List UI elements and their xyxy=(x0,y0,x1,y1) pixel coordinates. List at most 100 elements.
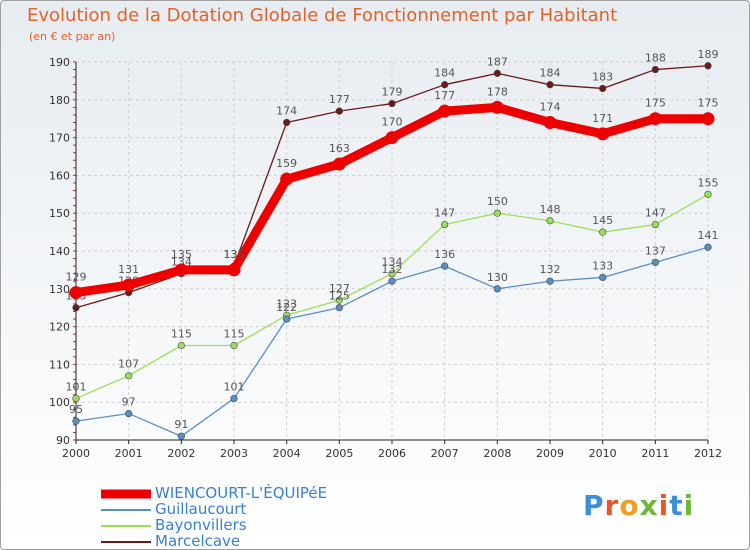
data-label: 97 xyxy=(122,396,136,409)
data-label: 177 xyxy=(434,89,455,102)
data-point xyxy=(701,112,715,126)
legend-swatch xyxy=(101,509,151,511)
x-tick-label: 2006 xyxy=(378,447,406,460)
data-point xyxy=(651,258,659,266)
data-label: 137 xyxy=(645,244,666,257)
data-point xyxy=(230,394,238,403)
data-label: 141 xyxy=(698,229,719,242)
chart-subtitle: (en € et par an) xyxy=(29,30,116,43)
legend-item: Marcelcave xyxy=(101,532,421,550)
data-point xyxy=(174,263,188,277)
data-label: 91 xyxy=(174,418,188,431)
data-point xyxy=(493,285,501,293)
data-point xyxy=(230,341,238,350)
data-label: 135 xyxy=(224,248,245,261)
data-point xyxy=(388,277,396,285)
data-label: 183 xyxy=(592,70,613,83)
y-tick-label: 180 xyxy=(49,94,70,107)
data-point xyxy=(125,409,133,418)
y-tick-label: 130 xyxy=(49,283,70,296)
data-label: 145 xyxy=(592,214,613,227)
legend-item: WIENCOURT-L'ÉQUIPéE xyxy=(101,484,421,503)
data-label: 134 xyxy=(382,256,403,269)
data-point xyxy=(704,62,712,70)
data-label: 125 xyxy=(329,290,350,303)
legend-label: Guillaucourt xyxy=(155,500,247,518)
legend-swatch xyxy=(101,541,151,543)
x-tick-label: 2004 xyxy=(273,447,301,460)
y-tick-label: 100 xyxy=(49,396,70,409)
data-point xyxy=(490,100,504,114)
data-point xyxy=(122,278,136,292)
logo-letter: i xyxy=(683,489,695,522)
series-bayonvillers: 101 107 115 115 123 127 134 147 150 148 145 147 155 xyxy=(66,176,719,403)
data-label: 170 xyxy=(382,116,403,129)
data-point xyxy=(546,217,554,225)
legend-label: Marcelcave xyxy=(155,532,241,550)
data-label: 101 xyxy=(66,380,87,393)
data-point xyxy=(332,157,346,171)
y-tick-label: 170 xyxy=(49,132,70,145)
data-label: 107 xyxy=(118,358,139,371)
y-tick-label: 90 xyxy=(56,434,70,447)
data-label: 115 xyxy=(171,328,192,341)
series-guillaucourt: 95 97 91 101 122 125 132 136 130 132 133 137 141 xyxy=(69,229,719,440)
data-point xyxy=(72,394,80,403)
data-label: 101 xyxy=(224,380,245,393)
y-tick-label: 160 xyxy=(49,169,70,182)
data-label: 136 xyxy=(434,248,455,261)
x-tick-label: 2012 xyxy=(694,447,722,460)
data-label: 131 xyxy=(118,263,139,276)
data-point xyxy=(283,118,291,127)
data-point xyxy=(441,220,449,229)
data-point xyxy=(125,372,133,380)
legend-label: Bayonvillers xyxy=(155,516,247,534)
data-label: 188 xyxy=(645,52,666,65)
data-point xyxy=(599,273,607,282)
data-label: 175 xyxy=(698,97,719,110)
data-label: 95 xyxy=(69,403,83,416)
data-label: 184 xyxy=(434,67,455,80)
x-tick-label: 2003 xyxy=(220,447,248,460)
data-point xyxy=(704,190,712,198)
data-label: 123 xyxy=(276,297,297,310)
logo-letter: o xyxy=(619,489,640,522)
data-label: 147 xyxy=(434,207,455,220)
x-tick-label: 2010 xyxy=(589,447,617,460)
data-label: 174 xyxy=(540,100,561,113)
data-point xyxy=(283,315,291,323)
data-label: 122 xyxy=(276,301,297,314)
data-point xyxy=(493,209,501,217)
series-wiencourt-l-quip-e: 129 131 135 135 159 163 170 177 178 174 171 175 175 xyxy=(66,85,719,300)
data-label: 163 xyxy=(329,142,350,155)
legend-swatch xyxy=(101,489,151,499)
y-tick-label: 110 xyxy=(49,358,70,371)
data-label: 184 xyxy=(540,67,561,80)
data-point xyxy=(335,107,343,115)
x-tick-label: 2001 xyxy=(115,447,143,460)
data-point xyxy=(546,277,554,285)
data-label: 177 xyxy=(329,93,350,106)
data-point xyxy=(72,417,80,425)
data-label: 179 xyxy=(382,86,403,99)
data-label: 132 xyxy=(382,263,403,276)
data-label: 155 xyxy=(698,176,719,189)
data-label: 187 xyxy=(487,55,508,68)
data-point xyxy=(280,172,294,186)
data-point xyxy=(72,304,80,312)
data-label: 189 xyxy=(698,48,719,61)
data-point xyxy=(596,127,610,141)
data-label: 178 xyxy=(487,85,508,98)
data-point xyxy=(651,220,659,229)
data-label: 174 xyxy=(276,104,297,117)
data-point xyxy=(335,304,343,312)
data-point xyxy=(599,228,607,236)
data-label: 159 xyxy=(276,157,297,170)
x-tick-label: 2008 xyxy=(483,447,511,460)
y-tick-label: 150 xyxy=(49,207,70,220)
data-point xyxy=(388,270,396,278)
data-point xyxy=(385,131,399,145)
legend-item: Guillaucourt xyxy=(101,500,421,519)
